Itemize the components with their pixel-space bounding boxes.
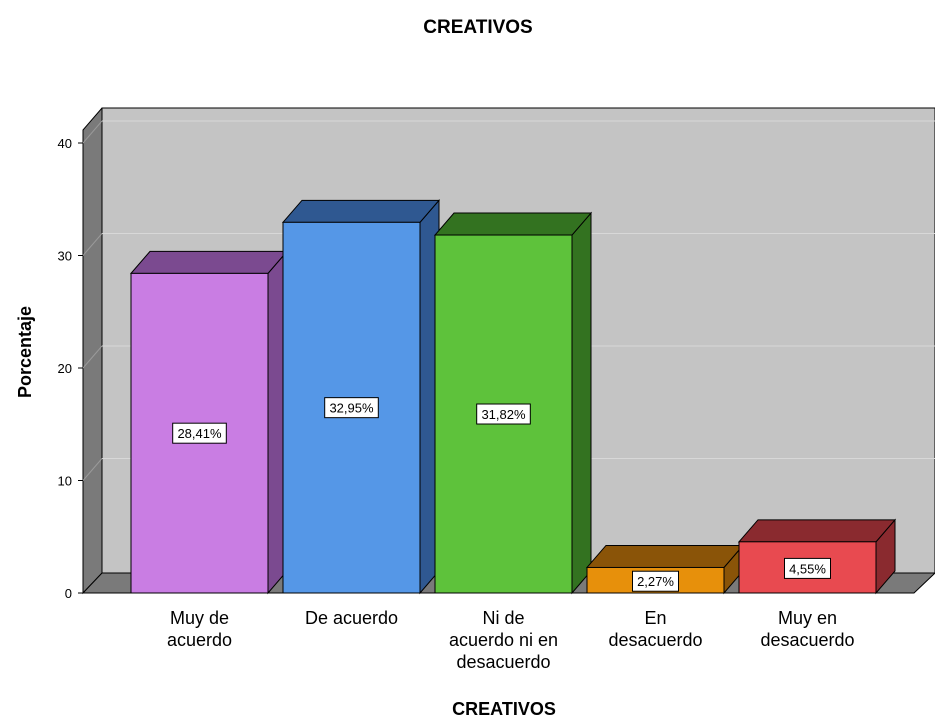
x-tick-label-line: desacuerdo xyxy=(760,630,854,650)
side-gridline xyxy=(82,458,103,481)
bar-top xyxy=(585,544,745,568)
x-tick-label-line: desacuerdo xyxy=(456,652,550,672)
data-label: 31,82% xyxy=(476,403,531,425)
bar xyxy=(737,518,897,595)
data-label-text: 28,41% xyxy=(177,426,222,441)
data-label-text: 4,55% xyxy=(789,561,826,576)
data-label: 32,95% xyxy=(324,397,379,419)
x-axis-label: CREATIVOS xyxy=(452,699,556,719)
bars xyxy=(129,198,897,595)
data-label: 28,41% xyxy=(172,422,227,444)
data-label-box xyxy=(324,397,379,419)
data-label: 2,27% xyxy=(632,570,679,592)
bar xyxy=(129,250,289,595)
bar xyxy=(281,198,441,595)
y-axis-ticks: 0 10 20 30 40 xyxy=(58,136,83,601)
x-tick-label-line: desacuerdo xyxy=(608,630,702,650)
y-tick-label: 20 xyxy=(58,361,72,376)
bar-top xyxy=(737,519,897,543)
data-label-box xyxy=(476,403,531,425)
data-label-text: 31,82% xyxy=(481,407,526,422)
side-gridline xyxy=(82,120,103,144)
data-labels: 28,41% 32,95% 31,82% 2,27% 4,55% xyxy=(172,397,831,592)
x-tick-label-line: De acuerdo xyxy=(305,608,398,628)
y-tick-label: 40 xyxy=(58,136,72,151)
bar-side xyxy=(571,211,592,595)
side-gridline xyxy=(82,233,103,256)
data-label: 4,55% xyxy=(784,557,831,579)
data-label-text: 32,95% xyxy=(329,401,374,416)
x-axis-categories: Muy de acuerdo De acuerdo Ni de acuerdo ni e… xyxy=(167,608,855,672)
bar xyxy=(433,211,593,595)
side-gridline xyxy=(82,345,103,369)
bar-top xyxy=(281,199,441,223)
x-tick-label: Ni de acuerdo ni en desacuerdo xyxy=(449,608,558,672)
chart-title: CREATIVOS xyxy=(423,17,532,38)
data-label-text: 2,27% xyxy=(637,574,674,589)
x-tick-label-line: acuerdo xyxy=(167,630,232,650)
y-axis-label: Porcentaje xyxy=(15,306,35,398)
x-tick-label: Muy de acuerdo xyxy=(167,608,232,650)
data-label-box xyxy=(632,570,679,592)
x-tick-label: En desacuerdo xyxy=(608,608,702,650)
y-tick-label: 0 xyxy=(65,586,72,601)
bar-top xyxy=(129,250,289,274)
x-tick-label-line: Muy en xyxy=(778,608,837,628)
x-tick-label-line: En xyxy=(644,608,666,628)
y-tick-label: 30 xyxy=(58,249,72,264)
x-tick-label: De acuerdo xyxy=(305,608,398,628)
x-tick-label: Muy en desacuerdo xyxy=(760,608,854,650)
x-tick-label-line: Muy de xyxy=(170,608,229,628)
data-label-box xyxy=(172,422,227,444)
x-tick-label-line: Ni de xyxy=(482,608,524,628)
data-label-box xyxy=(784,557,831,579)
y-tick-label: 10 xyxy=(58,474,72,489)
bar-top xyxy=(433,212,593,236)
x-tick-label-line: acuerdo ni en xyxy=(449,630,558,650)
